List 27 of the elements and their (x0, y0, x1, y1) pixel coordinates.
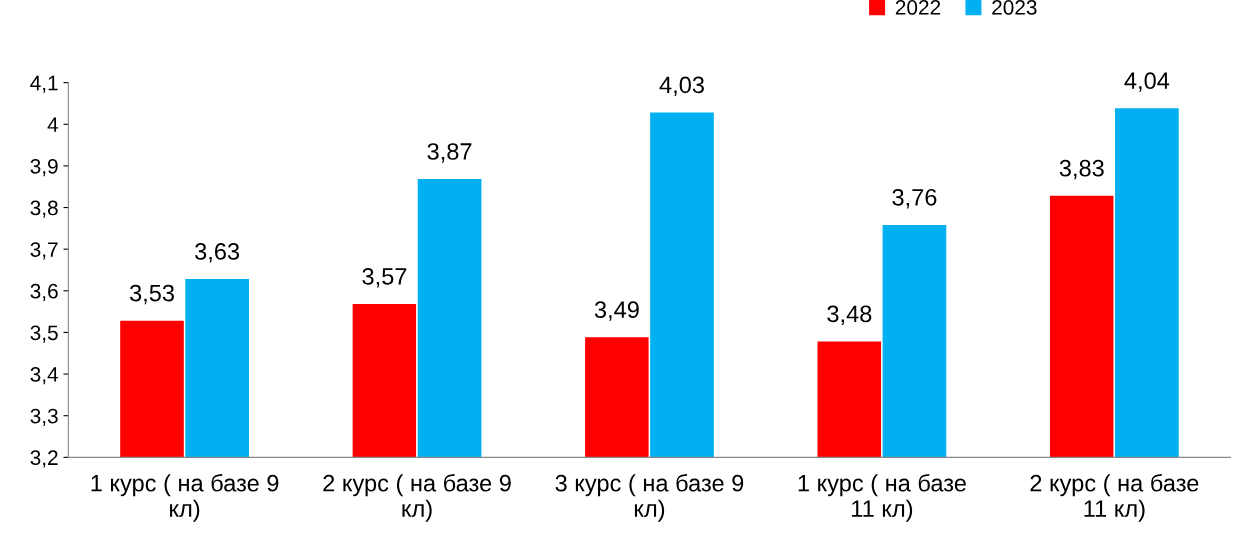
y-tick-label: 3,5 (30, 325, 58, 343)
data-label: 3,76 (892, 188, 937, 209)
y-tick-label: 3,4 (30, 367, 59, 385)
x-tick-label: 1 курс ( на базе 11 кл) (798, 474, 966, 522)
y-tick-label: 3,3 (30, 408, 58, 426)
y-tick-label: 3,7 (30, 242, 58, 260)
data-label: 4,04 (1124, 72, 1170, 92)
data-label: 3,87 (427, 143, 472, 163)
x-tick-label: 2 курс ( на базе 9 кл) (323, 474, 511, 522)
data-label: 3,53 (129, 284, 174, 305)
data-label: 3,83 (1059, 159, 1104, 180)
x-tick-label: 1 курс ( на базе 9 кл) (91, 474, 279, 522)
y-tick-label: 3,2 (30, 450, 58, 468)
y-tick-label: 4,1 (30, 75, 58, 93)
y-tick-label: 3,6 (30, 283, 58, 302)
legend-label: 2022 (895, 0, 941, 15)
data-label: 3,63 (195, 243, 240, 263)
y-tick-label: 4 (47, 117, 59, 132)
x-tick-label: 2 курс ( на базе 11 кл) (1030, 474, 1199, 522)
x-tick-label: 3 курс ( на базе 9 кл) (555, 474, 744, 522)
data-label: 4,03 (659, 76, 704, 97)
legend-label: 2023 (992, 0, 1037, 15)
y-tick-label: 3,8 (30, 200, 58, 218)
data-label: 3,57 (362, 268, 407, 288)
data-label: 3,48 (827, 305, 872, 325)
y-tick-label: 3,9 (30, 158, 58, 177)
data-label: 3,49 (594, 301, 639, 321)
